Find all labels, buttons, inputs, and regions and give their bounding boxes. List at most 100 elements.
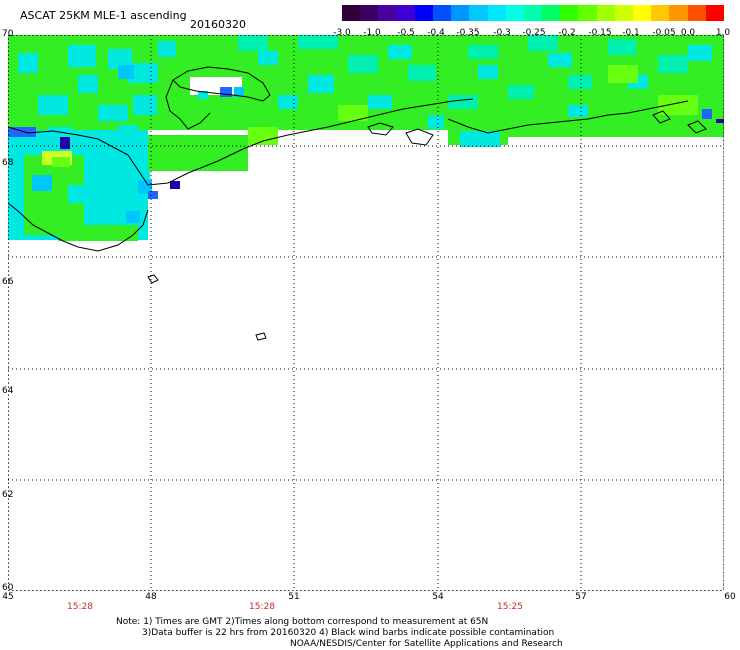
data-cell [58, 225, 138, 241]
data-cell [368, 95, 392, 109]
product-date: 20160320 [190, 18, 246, 31]
graticule [8, 35, 724, 591]
data-cell [428, 115, 444, 129]
data-cell [568, 105, 588, 117]
colorbar-label: -0.15 [588, 28, 612, 38]
data-cell [508, 127, 724, 137]
colorbar-segment [432, 5, 452, 21]
colorbar-segment [560, 5, 579, 21]
note-line-1: Note: 1) Times are GMT 2)Times along bot… [116, 617, 489, 627]
data-cell [138, 180, 152, 194]
footnotes: Note: 1) Times are GMT 2)Times along bot… [116, 617, 563, 650]
data-cell [608, 39, 636, 55]
white-sea-loop [172, 66, 271, 102]
data-cell [658, 95, 698, 115]
coastline [8, 66, 707, 341]
longitude-label: 54 [432, 592, 444, 602]
colorbar-label: -0.1 [622, 28, 640, 38]
data-cell [388, 45, 412, 59]
colorbar-segment [669, 5, 688, 21]
latitude-label: 62 [2, 490, 14, 500]
data-cell [528, 35, 558, 51]
data-cell [148, 191, 158, 199]
colorbar-segment [414, 5, 433, 21]
colorbar-label: -0.4 [427, 28, 445, 38]
longitude-label: 60 [724, 592, 736, 602]
data-cell [460, 131, 500, 147]
colorbar-label: -3.0 [333, 28, 351, 38]
data-cell [348, 55, 378, 73]
islands-d [687, 120, 707, 134]
data-cell [338, 105, 368, 121]
colorbar-label: -0.2 [558, 28, 576, 38]
data-cell [468, 45, 498, 59]
data-cell [88, 143, 114, 163]
colorbar-label: -0.5 [397, 28, 415, 38]
map-frame [8, 35, 724, 591]
data-cell [298, 35, 338, 49]
data-cell [568, 75, 592, 89]
data-cell [170, 181, 180, 189]
data-cell [508, 137, 724, 147]
data-cell [220, 87, 232, 97]
peninsula-south [8, 202, 149, 252]
data-cell [60, 137, 70, 149]
colorbar-segment [651, 5, 670, 21]
longitude-label: 57 [575, 592, 587, 602]
data-cell [702, 109, 712, 119]
colorbar-segment [523, 5, 543, 21]
data-cell [108, 195, 130, 213]
data-cell [68, 45, 96, 67]
colorbar-label: -0.05 [652, 28, 676, 38]
data-cell [258, 160, 458, 180]
coastline-main [8, 98, 474, 186]
islands-b [405, 128, 434, 146]
longitude-label: 45 [2, 592, 14, 602]
data-cell [148, 135, 248, 171]
colorbar-segment [487, 5, 506, 21]
data-cell [278, 95, 298, 109]
data-cell [608, 65, 638, 83]
product-title: ASCAT 25KM MLE-1 ascending [20, 9, 187, 22]
colorbar-segment [469, 5, 488, 21]
data-cell [133, 95, 157, 115]
data-cell [548, 53, 572, 67]
data-cell [68, 185, 98, 203]
time-label: 15:28 [249, 602, 275, 612]
colorbar-label: -0.3 [493, 28, 511, 38]
colorbar-segment [505, 5, 524, 21]
colorbar-segment [596, 5, 615, 21]
data-cell [52, 157, 70, 167]
data-cell [248, 127, 278, 145]
data-cell [478, 65, 498, 79]
small-island-2 [255, 332, 267, 341]
data-cell [448, 95, 478, 109]
data-cell [198, 91, 208, 99]
data-cell [118, 65, 134, 79]
data-cell [32, 175, 52, 191]
note-line-2: 3)Data buffer is 22 hrs from 20160320 4)… [142, 628, 555, 638]
data-cell [98, 105, 128, 121]
data-cell [108, 49, 132, 69]
wind-data-cells [8, 35, 724, 241]
latitude-label: 60 [2, 583, 14, 593]
time-label: 15:25 [497, 602, 523, 612]
colorbar-labels: -3.0 -1.0 -0.5 -0.4 -0.35 -0.3 -0.25 -0.2 -0.15-… [330, 28, 740, 40]
colorbar-segment [578, 5, 597, 21]
latitude-label: 66 [2, 277, 14, 287]
data-cell [78, 75, 98, 93]
colorbar-label: -0.25 [522, 28, 546, 38]
data-cell [688, 45, 712, 61]
colorbar-segment [633, 5, 652, 21]
coastline-east [447, 100, 689, 134]
note-line-3: NOAA/NESDIS/Center for Satellite Applica… [290, 639, 563, 649]
data-cell [658, 55, 688, 73]
colorbar-label: 0.0 [680, 28, 696, 38]
data-cell [408, 65, 436, 81]
small-island-1 [147, 274, 159, 284]
latitude-label: 68 [2, 158, 14, 168]
data-cell [508, 85, 534, 99]
colorbar-segment [342, 5, 361, 21]
data-cell [238, 35, 268, 51]
latitude-label: 70 [2, 29, 14, 39]
